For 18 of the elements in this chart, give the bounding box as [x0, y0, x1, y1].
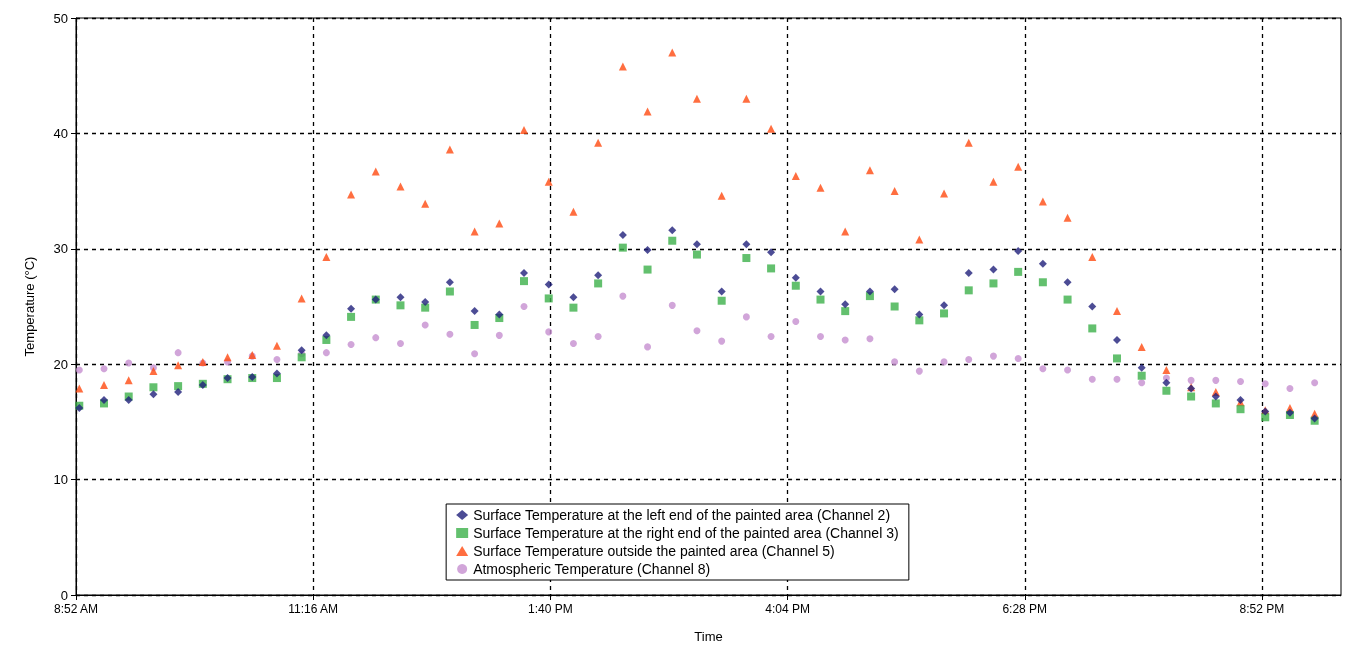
- legend-label: Atmospheric Temperature (Channel 8): [473, 561, 711, 577]
- x-axis-title: Time: [694, 629, 723, 644]
- y-tick-label: 30: [53, 241, 68, 257]
- legend-label: Surface Temperature at the left end of the painted area (Channel 2): [473, 507, 891, 523]
- y-tick-label: 0: [60, 587, 68, 603]
- x-tick-label: 4:04 PM: [765, 602, 810, 616]
- y-tick-label: 10: [53, 472, 68, 488]
- x-tick-label: 8:52 PM: [1239, 602, 1285, 616]
- x-tick-label: 1:40 PM: [528, 602, 573, 616]
- y-axis-title: Temperature (°C): [22, 256, 37, 357]
- x-tick-label: 8:52 AM: [53, 602, 99, 616]
- y-tick-label: 20: [53, 356, 68, 372]
- legend-label: Surface Temperature outside the painted area (Channel 5): [473, 543, 835, 559]
- y-tick-label: 40: [53, 125, 68, 141]
- x-tick-label: 11:16 AM: [288, 602, 339, 616]
- y-tick-label: 50: [53, 10, 68, 26]
- legend-label: Surface Temperature at the right end of the painted area (Channel 3): [473, 525, 899, 541]
- x-tick-label: 6:28 PM: [1002, 602, 1048, 616]
